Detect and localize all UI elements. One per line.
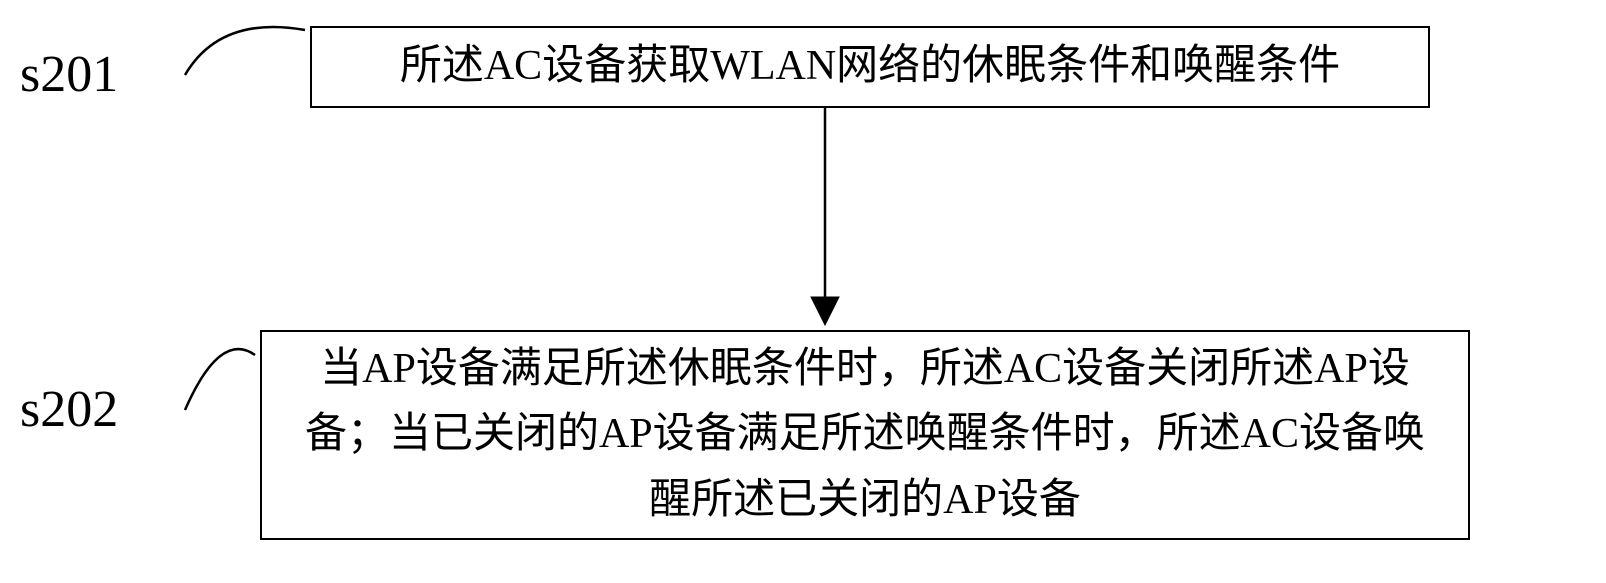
leader-curve-1 xyxy=(185,27,305,75)
connectors-svg xyxy=(0,0,1606,583)
leader-curve-2 xyxy=(185,349,255,410)
arrow-head-icon xyxy=(811,297,839,325)
